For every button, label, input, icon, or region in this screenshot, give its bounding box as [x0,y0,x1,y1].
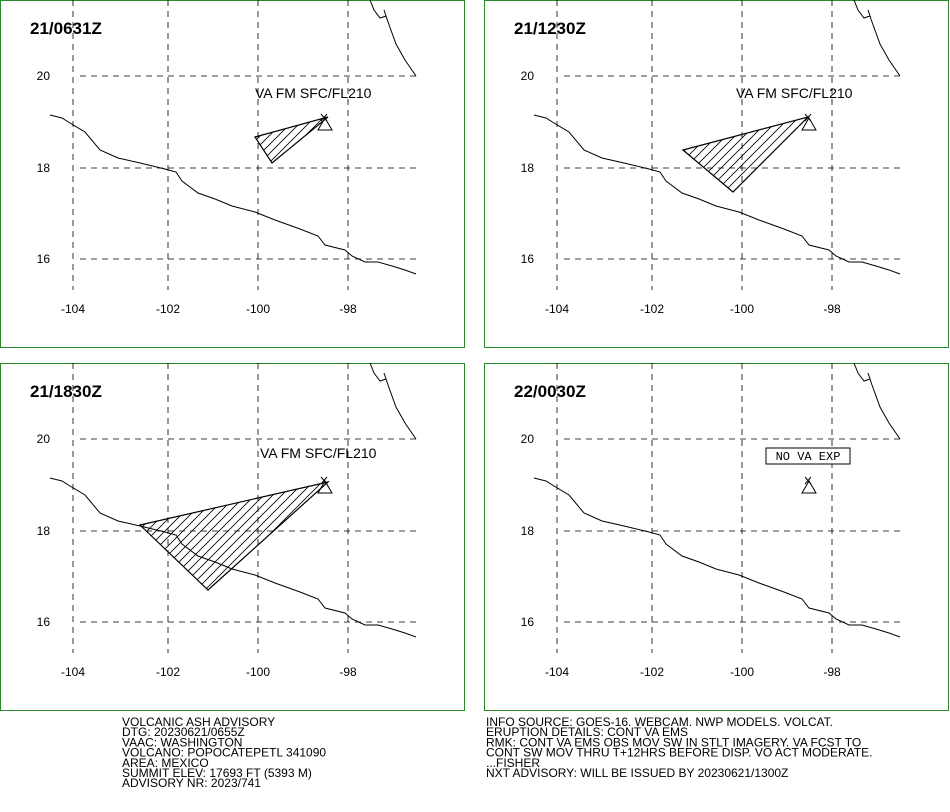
advisory-line: NXT ADVISORY: WILL BE ISSUED BY 20230621… [486,766,788,780]
lon-label: -98 [823,665,841,679]
lon-label: -98 [339,302,357,316]
panel-border [0,0,465,348]
advisory-line: VOLCANO: POPOCATEPETL 341090 [122,746,326,760]
advisory-line: AREA: MEXICO [122,756,209,770]
lat-label: 20 [37,432,51,446]
advisory-line: CONT SW MOV THRU T+12HRS BEFORE DISP. VO… [486,746,872,760]
lon-label: -98 [823,302,841,316]
map-panel: -104 -102 -100 -98 20 18 16 21/1230Z VA FM SFC/F… [484,0,949,348]
lat-label: 18 [521,161,535,175]
lat-label: 20 [37,69,51,83]
coastline [533,114,901,275]
panel-border [0,363,465,711]
lat-label: 18 [521,524,535,538]
lat-label: 16 [37,615,51,629]
advisory-line: VAAC: WASHINGTON [122,735,242,749]
lon-label: -102 [640,302,664,316]
lat-label: 16 [37,252,51,266]
lat-label: 16 [521,252,535,266]
coastline [369,0,417,77]
lon-label: -100 [246,302,270,316]
coastline [853,0,901,77]
lon-label: -104 [61,302,85,316]
lat-label: 18 [37,161,51,175]
lon-label: -104 [545,665,569,679]
panel-time: 21/1830Z [30,382,102,401]
ash-area [138,480,331,591]
coastline [533,477,901,638]
volcano-symbol [804,113,812,122]
panel-time: 22/0030Z [514,382,586,401]
coastline [853,362,901,440]
coastline [49,114,417,275]
advisory-line: VOLCANIC ASH ADVISORY [122,715,275,729]
lat-label: 18 [37,524,51,538]
ash-area [254,116,329,164]
ash-label: VA FM SFC/FL210 [736,85,853,101]
volcano-symbol [320,476,328,485]
lon-label: -100 [730,665,754,679]
map-panel: -104 -102 -100 -98 20 18 16 21/1830Z VA FM SFC/F… [0,362,465,711]
advisory-line: DTG: 20230621/0655Z [122,725,245,739]
lon-label: -100 [730,302,754,316]
volcano-symbol [804,476,812,485]
no-ash-label: NO VA EXP [776,450,841,464]
advisory-line: ADVISORY NR: 2023/741 [122,776,261,790]
advisory-line: SUMMIT ELEV: 17693 FT (5393 M) [122,766,312,780]
lat-label: 20 [521,69,535,83]
volcano-symbol [317,480,333,494]
label-box [765,447,851,465]
volcano-symbol [801,117,817,131]
lon-label: -104 [545,302,569,316]
lon-label: -98 [339,665,357,679]
panel-time: 21/1230Z [514,19,586,38]
map-panel: -104 -102 -100 -98 20 18 16 21/0631Z VA FM SFC/F… [0,0,465,348]
coastline [369,362,417,440]
lon-label: -102 [640,665,664,679]
volcano-symbol [801,480,817,494]
lon-label: -102 [156,302,180,316]
lon-label: -102 [156,665,180,679]
panel-border [484,363,949,711]
map-panel: -104 -102 -100 -98 20 18 16 22/0030Z NO VA EXP [484,362,949,711]
lat-label: 16 [521,615,535,629]
advisory-line: ...FISHER [486,756,540,770]
volcano-symbol [320,113,328,122]
panel-border [484,0,949,348]
advisory-line: INFO SOURCE: GOES-16. WEBCAM. NWP MODELS… [486,715,833,729]
lon-label: -100 [246,665,270,679]
lon-label: -104 [61,665,85,679]
ash-area [681,115,810,193]
panel-time: 21/0631Z [30,19,102,38]
advisory-line: RMK: CONT VA EMS OBS MOV SW IN STLT IMAG… [486,735,861,749]
lat-label: 20 [521,432,535,446]
volcano-symbol [317,117,333,131]
ash-label: VA FM SFC/FL210 [255,85,372,101]
ash-label: VA FM SFC/FL210 [260,445,377,461]
advisory-line: ERUPTION DETAILS: CONT VA EMS [486,725,688,739]
